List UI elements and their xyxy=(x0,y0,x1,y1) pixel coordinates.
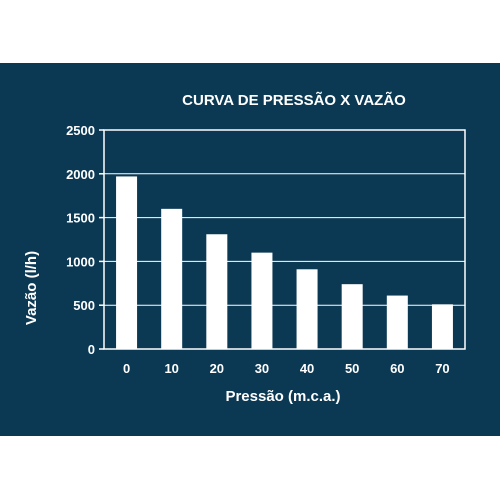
x-axis-ticks: 0 10 20 30 40 50 60 70 xyxy=(123,361,450,376)
x-tick-label: 50 xyxy=(345,361,359,376)
bar-10 xyxy=(161,208,183,349)
y-tick-label: 2500 xyxy=(66,123,95,138)
gridlines xyxy=(104,173,465,306)
y-tick-label: 2000 xyxy=(66,167,95,182)
x-tick-label: 30 xyxy=(255,361,269,376)
bar-70 xyxy=(431,304,453,349)
y-tick-label: 1000 xyxy=(66,254,95,269)
bar-30 xyxy=(251,252,273,349)
x-axis-label: Pressão (m.c.a.) xyxy=(225,388,340,405)
x-tick-label: 70 xyxy=(435,361,449,376)
plot-frame xyxy=(103,129,466,350)
y-axis-ticks: 0 500 1000 1500 2000 2500 xyxy=(66,123,104,357)
y-tick-label: 1500 xyxy=(66,211,95,226)
bar-50 xyxy=(341,284,363,349)
y-axis-label: Vazão (l/h) xyxy=(23,251,40,325)
x-tick-label: 10 xyxy=(164,361,178,376)
bar-0 xyxy=(116,176,138,349)
chart-title: CURVA DE PRESSÃO X VAZÃO xyxy=(182,91,406,109)
chart-panel: CURVA DE PRESSÃO X VAZÃO 0 500 1000 1500 200… xyxy=(0,63,500,436)
bar-chart: CURVA DE PRESSÃO X VAZÃO 050010001500200… xyxy=(23,91,466,405)
x-tick-label: 40 xyxy=(300,361,314,376)
x-tick-label: 60 xyxy=(390,361,404,376)
bar-20 xyxy=(206,234,228,349)
y-tick-label: 500 xyxy=(73,298,95,313)
bars xyxy=(116,176,453,349)
y-tick-label: 0 xyxy=(88,342,95,357)
bar-60 xyxy=(386,295,408,349)
bar-40 xyxy=(296,269,318,349)
x-tick-label: 0 xyxy=(123,361,130,376)
x-tick-label: 20 xyxy=(210,361,224,376)
